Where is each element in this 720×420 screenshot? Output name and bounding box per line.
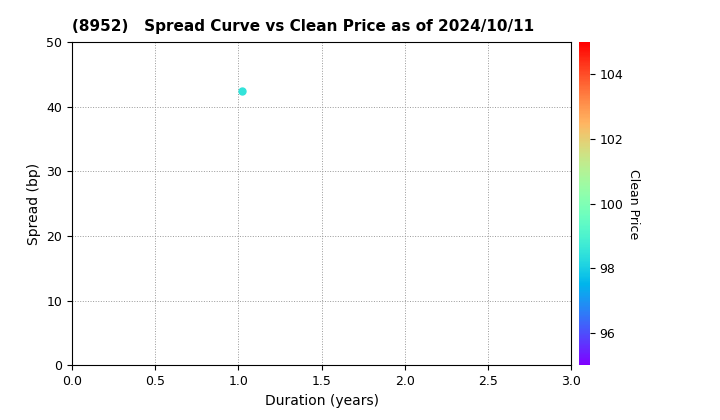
X-axis label: Duration (years): Duration (years): [265, 394, 379, 408]
Y-axis label: Clean Price: Clean Price: [627, 168, 640, 239]
Y-axis label: Spread (bp): Spread (bp): [27, 163, 41, 245]
Point: [236, 87, 248, 94]
Text: (8952)   Spread Curve vs Clean Price as of 2024/10/11: (8952) Spread Curve vs Clean Price as of…: [72, 19, 534, 34]
